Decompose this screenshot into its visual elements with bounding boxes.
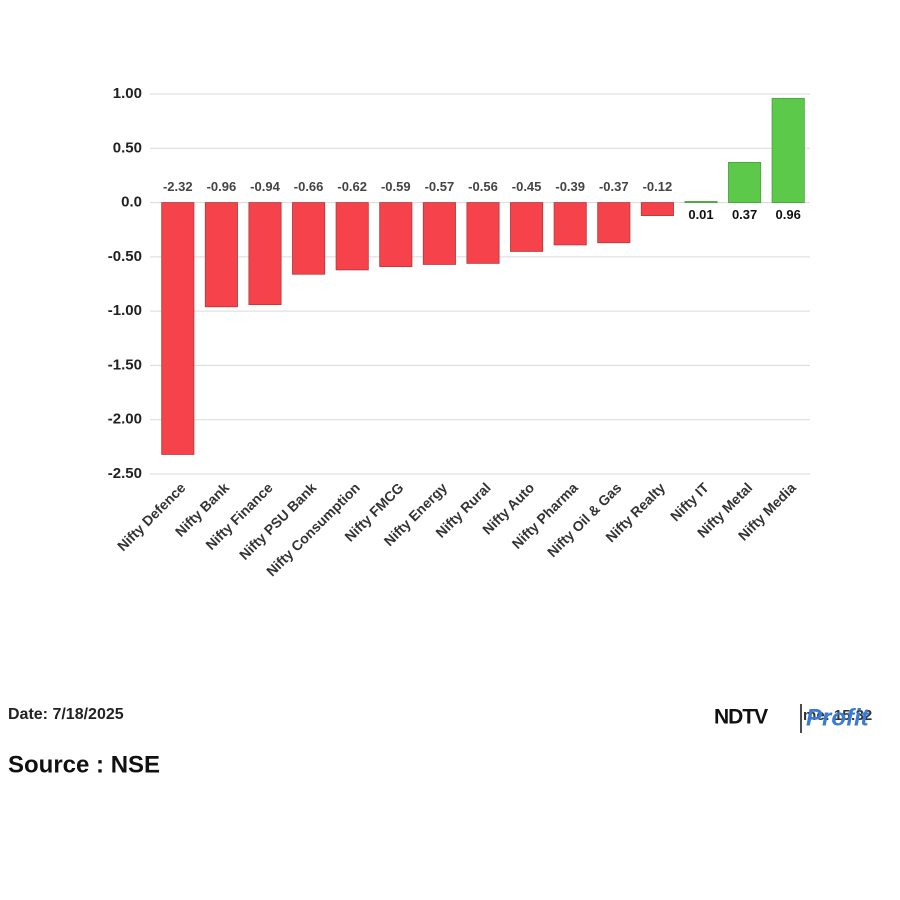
y-tick-label: -0.50 [108,248,142,265]
bar [553,202,587,246]
bar [466,202,500,264]
value-label: -0.59 [381,179,411,194]
value-label: -0.37 [599,179,629,194]
logo-backdrop [713,704,803,730]
source-label: Source : NSE [8,751,160,778]
logo: NDTV Profit [713,704,870,733]
bar [161,202,195,455]
y-tick-label: 1.00 [113,85,142,102]
bar [684,201,718,203]
value-label: -0.96 [207,179,237,194]
y-tick-label: -1.00 [108,302,142,319]
x-tick-label: Nifty Oil & Gas [544,479,625,560]
value-label: -0.62 [337,179,367,194]
date-label: Date: 7/18/2025 [8,706,124,723]
value-label: 0.37 [732,207,757,222]
value-label: -0.12 [643,179,673,194]
value-label: -0.45 [512,179,542,194]
bar [422,202,456,265]
plot-area: 1.00 0.50 0.0 -0.50 -1.00 -1.50 -2.00 -2.50 -2.3… [108,85,810,579]
bar [597,202,631,244]
logo-ndtv: NDTV [714,706,768,729]
value-label: -0.57 [425,179,455,194]
bar [771,97,805,203]
value-label: -0.39 [555,179,585,194]
y-tick-label: -2.00 [108,411,142,428]
value-label: -0.66 [294,179,324,194]
bar [335,202,369,271]
bar [510,202,544,252]
bar [379,202,413,268]
value-label: -0.94 [250,179,280,194]
value-label: 0.96 [776,207,801,222]
value-label: -2.32 [163,179,193,194]
bar [292,202,326,275]
y-tick-label: -1.50 [108,356,142,373]
y-tick-label: 0.50 [113,139,142,156]
logo-profit: Profit [806,704,870,731]
bar [204,202,238,308]
value-label: -0.56 [468,179,498,194]
time-label: Time: 15:32 [790,707,872,724]
bar [640,202,674,216]
value-label: 0.01 [688,207,713,222]
y-tick-label: -2.50 [108,465,142,482]
y-tick-label: 0.0 [121,194,142,211]
bar [728,161,762,203]
x-tick-label: Nifty Defence [114,479,189,554]
bar [248,202,282,306]
x-tick-label: Nifty PSU Bank [236,479,320,563]
